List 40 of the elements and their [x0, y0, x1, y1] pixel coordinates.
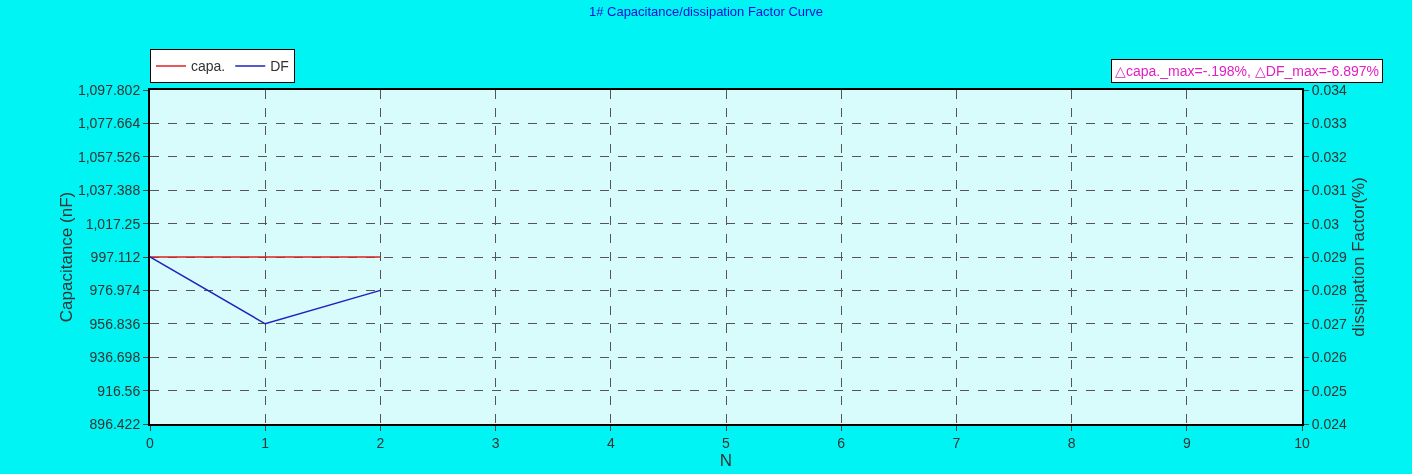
- y2-tick-label: 0.026: [1311, 349, 1348, 366]
- y2-tick-label: 0.032: [1311, 148, 1348, 165]
- y-axis-title: Capacitance (nF): [56, 191, 76, 323]
- text: △capa._max=-.198%, △DF_max=-6.897%: [1115, 63, 1380, 79]
- chart-title: 1# Capacitance/dissipation Factor Curve: [588, 4, 824, 20]
- y-tick-label: 976.974: [89, 282, 141, 299]
- x-tick-label: 1: [261, 434, 270, 451]
- x-tick-label: 4: [606, 434, 615, 451]
- legend-label: DF: [270, 58, 289, 75]
- x-tick-label: 9: [1182, 434, 1191, 451]
- y-tick-label: 936.698: [89, 349, 141, 366]
- x-tick-label: 2: [376, 434, 385, 451]
- y2-tick-label: 0.029: [1311, 248, 1348, 265]
- y2-tick-label: 0.031: [1311, 182, 1348, 199]
- y-tick-label: 1,097.802: [77, 81, 141, 98]
- x-tick-label: 5: [722, 434, 731, 451]
- legend-label: capa.: [191, 58, 226, 75]
- y-tick-label: 956.836: [89, 315, 141, 332]
- y2-axis-title: dissipation Factor(%): [1349, 177, 1369, 337]
- x-tick-label: 10: [1294, 434, 1310, 451]
- x-tick-label: 0: [146, 434, 155, 451]
- y-tick-label: 1,037.388: [77, 182, 141, 199]
- x-tick-label: 3: [491, 434, 500, 451]
- y-tick-label: 1,017.25: [85, 215, 141, 232]
- y-tick-label: 997.112: [90, 248, 141, 265]
- y-tick-label: 896.422: [89, 415, 141, 432]
- y-tick-label: 1,077.664: [77, 115, 141, 132]
- y2-tick-label: 0.033: [1311, 115, 1348, 132]
- x-tick-label: 8: [1067, 434, 1076, 451]
- y2-tick-label: 0.028: [1311, 282, 1348, 299]
- x-axis-title: N: [719, 450, 733, 470]
- y2-tick-label: 0.024: [1311, 415, 1348, 432]
- x-tick-label: 7: [952, 434, 961, 451]
- y2-tick-label: 0.027: [1311, 315, 1348, 332]
- y2-tick-label: 0.025: [1311, 382, 1348, 399]
- x-tick-label: 6: [837, 434, 846, 451]
- y-tick-label: 1,057.526: [77, 148, 141, 165]
- y2-tick-label: 0.034: [1311, 81, 1348, 98]
- y-tick-label: 916.56: [97, 382, 141, 399]
- y2-tick-label: 0.03: [1311, 215, 1340, 232]
